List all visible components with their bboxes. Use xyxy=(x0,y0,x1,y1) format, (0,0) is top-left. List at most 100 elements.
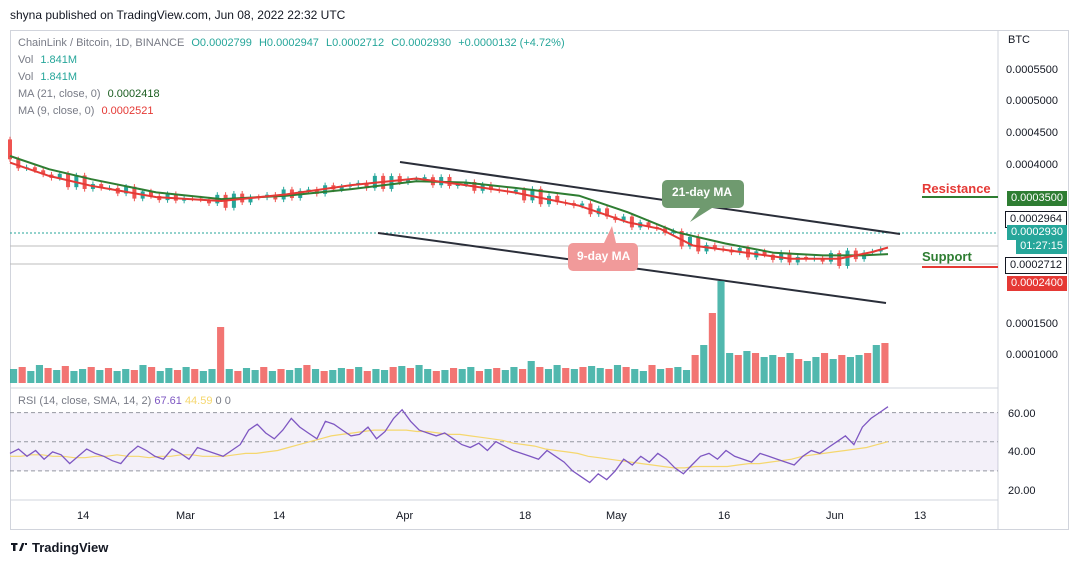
candle-body xyxy=(389,176,394,189)
volume-bar xyxy=(139,365,147,383)
volume-bar xyxy=(734,355,742,383)
time-tick-5: May xyxy=(606,510,627,522)
time-tick-3: Apr xyxy=(396,510,414,522)
legend-vol1-row[interactable]: Vol 1.841M xyxy=(18,52,569,69)
time-tick-8: 13 xyxy=(914,510,927,522)
volume-bar xyxy=(631,369,639,383)
rsi-legend[interactable]: RSI (14, close, SMA, 14, 2) 67.61 44.59 … xyxy=(18,395,231,407)
volume-bar xyxy=(104,368,113,383)
legend-ma9-row[interactable]: MA (9, close, 0) 0.0002521 xyxy=(18,103,569,120)
legend-vol2-row[interactable]: Vol 1.841M xyxy=(18,69,569,86)
candle-body xyxy=(364,182,369,189)
volume-bar xyxy=(18,367,26,383)
volume-bar xyxy=(484,369,492,383)
candle-body xyxy=(845,250,850,266)
volume-bar xyxy=(251,370,259,383)
volume-bar xyxy=(743,351,751,383)
volume-bar xyxy=(795,359,803,383)
rsi-legend-label: RSI (14, close, SMA, 14, 2) xyxy=(18,395,152,407)
volume-bar xyxy=(406,368,414,383)
volume-bar xyxy=(450,368,458,383)
tradingview-brand: TradingView xyxy=(32,540,109,555)
volume-bar xyxy=(130,370,138,383)
volume-bar xyxy=(536,367,544,383)
volume-bar xyxy=(35,365,44,383)
volume-bar xyxy=(113,371,121,383)
price-tag-close: 0.0002930 xyxy=(1007,225,1067,240)
volume-bar xyxy=(260,367,268,383)
chart-legend: ChainLink / Bitcoin, 1D, BINANCE O0.0002… xyxy=(18,35,569,120)
candle-body xyxy=(306,189,311,191)
volume-bar xyxy=(682,370,691,383)
volume-bar xyxy=(553,365,561,383)
legend-symbol-row: ChainLink / Bitcoin, 1D, BINANCE O0.0002… xyxy=(18,35,569,52)
legend-symbol[interactable]: ChainLink / Bitcoin, 1D, BINANCE xyxy=(18,37,185,49)
rsi-legend-extra1: 0 xyxy=(215,395,222,407)
candle-body xyxy=(762,251,767,255)
publisher-header: shyna published on TradingView.com, Jun … xyxy=(10,8,346,22)
time-tick-2: 14 xyxy=(273,510,286,522)
legend-change: +0.0000132 (+4.72%) xyxy=(458,37,565,49)
candle-body xyxy=(148,191,153,197)
candle-body xyxy=(57,173,62,178)
volume-bar xyxy=(648,365,656,383)
volume-bar xyxy=(588,366,596,383)
volume-bar xyxy=(519,369,527,383)
volume-bar xyxy=(691,355,699,383)
volume-bar xyxy=(294,368,302,383)
price-tick-1: 0.0005000 xyxy=(1006,95,1058,107)
candle-body xyxy=(555,195,560,203)
candle-body xyxy=(787,252,792,263)
volume-bar xyxy=(286,370,294,383)
ma21-line xyxy=(9,155,889,257)
legend-close: C0.0002930 xyxy=(391,37,452,49)
volume-bar xyxy=(61,366,69,383)
volume-bar xyxy=(570,369,578,383)
candle-body xyxy=(530,188,535,201)
time-tick-0: 14 xyxy=(77,510,90,522)
price-tick-2: 0.0004500 xyxy=(1006,127,1058,139)
candle-body xyxy=(629,216,634,228)
legend-vol2-value: 1.841M xyxy=(40,71,78,83)
candle-body xyxy=(513,189,518,192)
volume-bar xyxy=(493,368,501,383)
volume-bar xyxy=(165,368,173,383)
volume-bar xyxy=(820,353,829,383)
volume-bar xyxy=(441,370,449,383)
volume-bar xyxy=(544,369,553,383)
chart-frame[interactable] xyxy=(10,30,1069,530)
volume-bar xyxy=(846,357,854,383)
volume-bar xyxy=(191,369,199,383)
rsi-tick-20: 20.00 xyxy=(1008,485,1036,497)
volume-bar xyxy=(173,370,182,383)
rsi-legend-extra2: 0 xyxy=(224,395,231,407)
legend-vol2-label: Vol xyxy=(18,71,34,83)
price-tick-5: 0.0001000 xyxy=(1006,349,1058,361)
volume-bar xyxy=(87,367,95,383)
support-label: Support xyxy=(922,249,972,264)
volume-bar xyxy=(268,371,276,383)
legend-vol1-label: Vol xyxy=(18,54,34,66)
candle-body xyxy=(596,208,601,215)
volume-bar xyxy=(872,345,880,383)
legend-ma21-row[interactable]: MA (21, close, 0) 0.0002418 xyxy=(18,86,569,103)
candle-body xyxy=(538,188,543,205)
volume-bar xyxy=(53,370,61,383)
volume-bar xyxy=(225,369,233,383)
volume-bar xyxy=(208,369,216,383)
tradingview-logo[interactable]: TradingView xyxy=(10,540,108,555)
candle-body xyxy=(795,256,800,263)
volume-bar xyxy=(424,369,432,383)
candle-body xyxy=(82,175,87,189)
volume-bar xyxy=(44,368,52,383)
volume-bar xyxy=(657,369,665,383)
resistance-label: Resistance xyxy=(922,181,991,196)
price-tag-resistance: 0.0003500 xyxy=(1007,191,1067,206)
candle-body xyxy=(621,216,626,221)
rsi-line xyxy=(9,406,889,484)
ma9-bubble-label: 9-day MA xyxy=(577,249,631,263)
volume-bar xyxy=(786,353,794,383)
candle-body xyxy=(32,167,37,171)
legend-ma21-label: MA (21, close, 0) xyxy=(18,88,101,100)
